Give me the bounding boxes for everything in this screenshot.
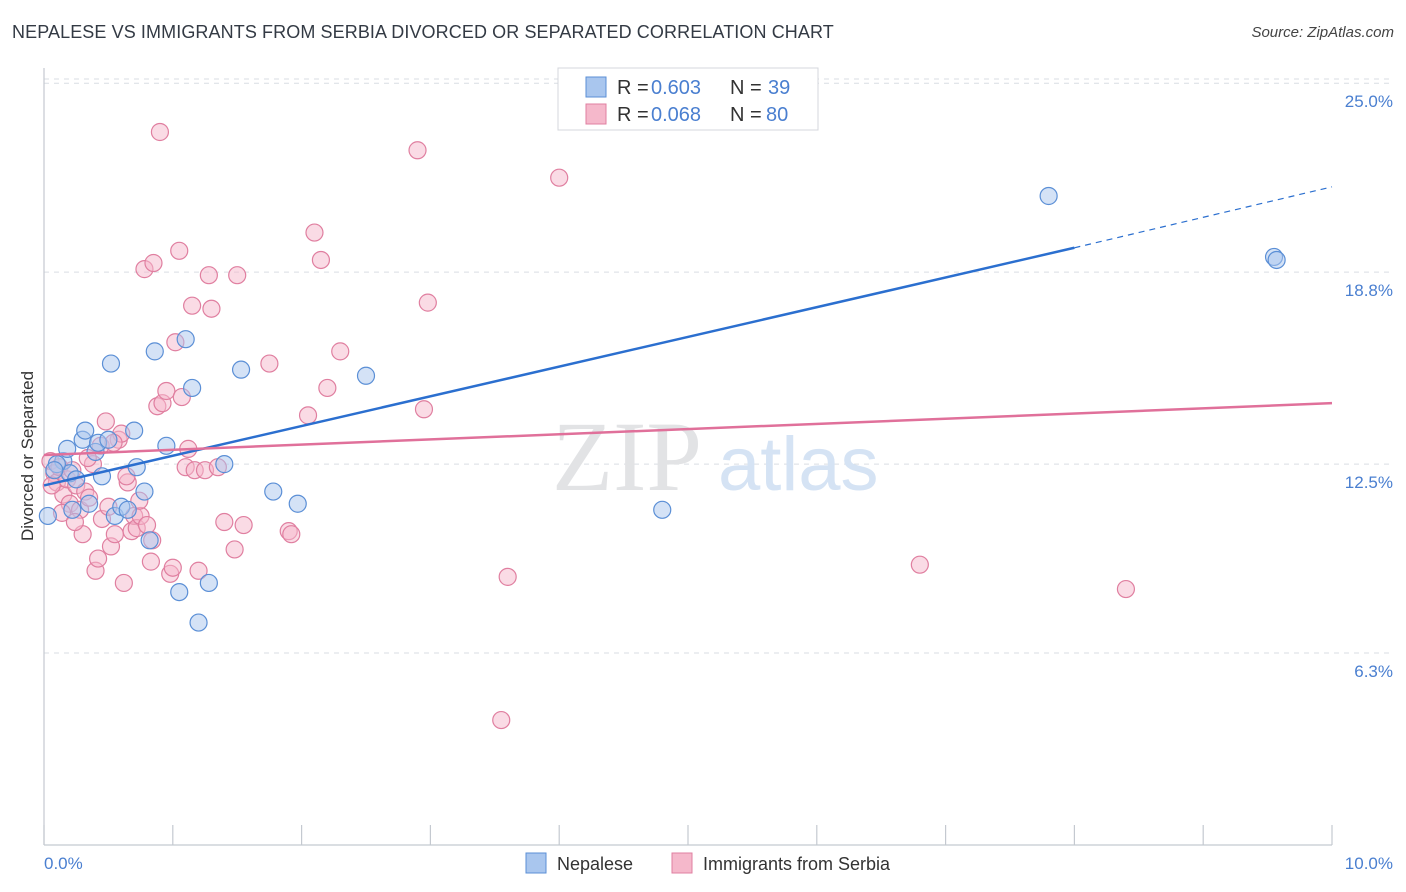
serbia-point — [96, 412, 115, 431]
nepalese-point — [189, 613, 208, 632]
serbia-point — [199, 266, 218, 285]
legend-n-label-serbia: N = — [730, 104, 762, 126]
serbia-point — [170, 241, 189, 260]
serbia-point — [215, 512, 234, 532]
serbia-point — [141, 552, 161, 571]
serbia-point — [105, 525, 124, 544]
nepalese-point — [118, 500, 137, 519]
nepalese-point — [356, 366, 376, 385]
y-tick-labels: 25.0% 18.8% 12.5% 6.3% — [1345, 92, 1393, 681]
nepalese-point — [63, 500, 82, 519]
bottom-legend-swatch-nepalese — [525, 852, 547, 874]
nepalese-point — [176, 330, 195, 349]
series-legend: Nepalese Immigrants from Serbia — [525, 852, 891, 874]
nepalese-point — [231, 360, 251, 379]
serbia-point — [910, 555, 929, 574]
legend-swatch-serbia — [585, 103, 607, 125]
y-tick-label: 12.5% — [1345, 473, 1393, 492]
serbia-point — [1116, 579, 1136, 599]
nepalese-point — [264, 482, 283, 501]
serbia-trend-line — [43, 401, 1333, 457]
nepalese-point — [79, 494, 99, 513]
y-tick-label: 6.3% — [1354, 662, 1393, 681]
serbia-point — [492, 710, 511, 730]
nepalese-point — [99, 430, 118, 449]
serbia-point — [414, 400, 434, 419]
bottom-legend-label-serbia: Immigrants from Serbia — [703, 854, 891, 874]
serbia-point — [163, 558, 182, 577]
watermark-atlas: atlas — [718, 422, 879, 507]
x-tick-label-min: 0.0% — [44, 854, 83, 873]
serbia-point — [225, 540, 244, 559]
nepalese-point — [157, 436, 176, 455]
serbia-point — [260, 354, 279, 373]
trend-lines — [43, 186, 1333, 487]
serbia-point — [144, 253, 163, 273]
serbia-point — [202, 299, 221, 318]
nepalese-point — [288, 494, 307, 513]
nepalese-point — [140, 531, 159, 550]
serbia-point — [305, 223, 324, 242]
serbia-point — [408, 141, 427, 160]
legend-r-label-serbia: R = — [617, 104, 649, 126]
y-tick-label: 18.8% — [1345, 281, 1393, 300]
legend-r-value-nepalese: 0.603 — [651, 77, 701, 99]
bottom-legend-swatch-serbia — [671, 852, 693, 874]
nepalese-point — [76, 421, 95, 440]
nepalese-point — [101, 354, 121, 373]
x-tick-label-max: 10.0% — [1345, 854, 1393, 873]
legend-r-value-serbia: 0.068 — [651, 104, 701, 126]
nepalese-point — [215, 455, 234, 474]
x-tick-marks — [43, 825, 1333, 845]
y-axis-label: Divorced or Separated — [18, 371, 37, 541]
serbia-point — [418, 293, 437, 312]
nepalese-point — [199, 573, 218, 593]
chart-title: NEPALESE VS IMMIGRANTS FROM SERBIA DIVOR… — [12, 22, 834, 42]
serbia-point — [114, 573, 133, 593]
serbia-point — [331, 342, 350, 361]
nepalese-point — [1039, 186, 1058, 206]
stats-legend: R = 0.603 N = 39 R = 0.068 N = 80 — [557, 67, 819, 131]
y-tick-label: 25.0% — [1345, 92, 1393, 111]
nepalese-points — [38, 186, 1286, 632]
serbia-point — [311, 250, 331, 270]
nepalese-trend-extension — [1074, 186, 1333, 249]
serbia-point — [189, 561, 208, 580]
nepalese-point — [653, 500, 672, 519]
nepalese-point — [170, 582, 189, 602]
nepalese-point — [45, 461, 64, 480]
serbia-point — [150, 122, 170, 142]
source-label: Source: ZipAtlas.com — [1251, 24, 1394, 41]
nepalese-point — [125, 421, 144, 440]
nepalese-point — [1267, 250, 1286, 270]
legend-n-value-nepalese: 39 — [768, 77, 790, 99]
legend-r-label-nepalese: R = — [617, 77, 649, 99]
serbia-point — [318, 378, 337, 398]
serbia-point — [234, 515, 253, 535]
serbia-point — [282, 525, 301, 544]
watermark: ZIP atlas — [552, 401, 879, 512]
serbia-point — [157, 381, 176, 401]
nepalese-point — [145, 342, 164, 361]
legend-swatch-nepalese — [585, 76, 607, 98]
nepalese-point — [183, 378, 202, 398]
nepalese-point — [135, 482, 154, 501]
serbia-point — [183, 296, 202, 315]
legend-n-label-nepalese: N = — [730, 77, 762, 99]
serbia-point — [88, 549, 108, 568]
nepalese-point — [127, 458, 146, 477]
serbia-point — [550, 168, 569, 187]
bottom-legend-label-nepalese: Nepalese — [557, 854, 633, 874]
serbia-point — [298, 406, 318, 425]
nepalese-trend-line — [43, 246, 1075, 487]
serbia-point — [498, 567, 517, 586]
serbia-point — [137, 515, 157, 535]
legend-n-value-serbia: 80 — [766, 104, 788, 126]
watermark-zip: ZIP — [552, 401, 702, 512]
serbia-point — [228, 266, 247, 285]
nepalese-point — [38, 506, 57, 526]
